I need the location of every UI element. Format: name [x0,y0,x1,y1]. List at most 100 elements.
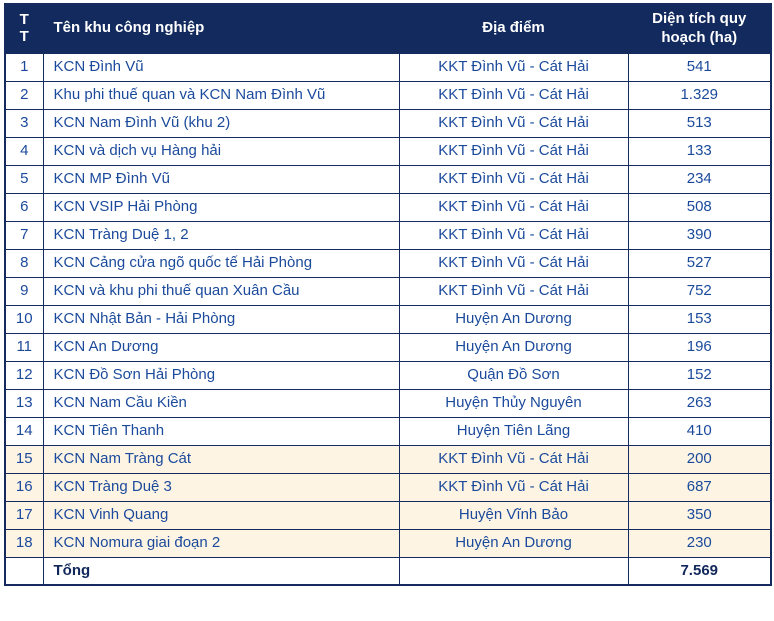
park-location: KKT Đình Vũ - Cát Hải [398,276,629,306]
table-row: 10 KCN Nhật Bản - Hải Phòng Huyện An Dương… [4,304,772,334]
park-name: KCN và dịch vụ Hàng hải [42,136,400,166]
park-name: KCN Nam Tràng Cát [42,444,400,474]
park-area: 196 [627,332,772,362]
table-row: 12 KCN Đồ Sơn Hải Phòng Quận Đồ Sơn 152 [4,360,772,390]
table-row: 18 KCN Nomura giai đoạn 2 Huyện An Dương 23… [4,528,772,558]
table-row: 14 KCN Tiên Thanh Huyện Tiên Lãng 410 [4,416,772,446]
park-name: KCN Đình Vũ [42,52,400,82]
table-row: 3 KCN Nam Đình Vũ (khu 2) KKT Đình Vũ - Cá… [4,108,772,138]
park-location: KKT Đình Vũ - Cát Hải [398,136,629,166]
park-area: 390 [627,220,772,250]
park-area: 687 [627,472,772,502]
row-index: 5 [4,164,44,194]
total-area-value: 7.569 [627,556,772,586]
park-name: KCN Nhật Bản - Hải Phòng [42,304,400,334]
park-name: KCN An Dương [42,332,400,362]
park-name: KCN MP Đình Vũ [42,164,400,194]
park-area: 200 [627,444,772,474]
header-row: T T Tên khu công nghiệp Địa điểm Diện tí… [4,3,772,54]
row-index: 2 [4,80,44,110]
park-location: Huyện Vĩnh Bảo [398,500,629,530]
table-row: 6 KCN VSIP Hải Phòng KKT Đình Vũ - Cát Hải… [4,192,772,222]
park-location: Quận Đồ Sơn [398,360,629,390]
park-location: Huyện Tiên Lãng [398,416,629,446]
row-index: 1 [4,52,44,82]
park-name: KCN Tiên Thanh [42,416,400,446]
row-index: 10 [4,304,44,334]
table-row: 9 KCN và khu phi thuế quan Xuân Cầu KKT Đì… [4,276,772,306]
park-location: KKT Đình Vũ - Cát Hải [398,192,629,222]
table-row: 13 KCN Nam Cầu Kiền Huyện Thủy Nguyên 263 [4,388,772,418]
park-name: KCN VSIP Hải Phòng [42,192,400,222]
park-area: 527 [627,248,772,278]
total-tt-cell [4,556,44,586]
col-header-location: Địa điểm [398,3,629,54]
park-area: 133 [627,136,772,166]
col-header-tt: T T [4,3,44,54]
park-location: Huyện Thủy Nguyên [398,388,629,418]
park-name: KCN Nam Cầu Kiền [42,388,400,418]
row-index: 18 [4,528,44,558]
park-area: 350 [627,500,772,530]
table-row: 11 KCN An Dương Huyện An Dương 196 [4,332,772,362]
total-label: Tổng [42,556,400,586]
col-header-name: Tên khu công nghiệp [42,3,400,54]
total-row: Tổng 7.569 [4,556,772,586]
park-name: KCN Nomura giai đoạn 2 [42,528,400,558]
row-index: 12 [4,360,44,390]
park-area: 508 [627,192,772,222]
table-row: 7 KCN Tràng Duệ 1, 2 KKT Đình Vũ - Cát Hải… [4,220,772,250]
park-name: KCN Cảng cửa ngõ quốc tế Hải Phòng [42,248,400,278]
park-name: KCN Nam Đình Vũ (khu 2) [42,108,400,138]
table-body: 1 KCN Đình Vũ KKT Đình Vũ - Cát Hải 541 2 Khu… [4,52,772,558]
row-index: 16 [4,472,44,502]
park-area: 152 [627,360,772,390]
total-location-cell [398,556,629,586]
park-location: KKT Đình Vũ - Cát Hải [398,444,629,474]
park-location: KKT Đình Vũ - Cát Hải [398,52,629,82]
park-area: 513 [627,108,772,138]
table-row: 1 KCN Đình Vũ KKT Đình Vũ - Cát Hải 541 [4,52,772,82]
park-area: 263 [627,388,772,418]
park-location: Huyện An Dương [398,528,629,558]
col-header-area: Diện tích quy hoạch (ha) [627,3,772,54]
park-name: KCN Tràng Duệ 1, 2 [42,220,400,250]
row-index: 13 [4,388,44,418]
table-row: 8 KCN Cảng cửa ngõ quốc tế Hải Phòng KKT Đ… [4,248,772,278]
park-area: 230 [627,528,772,558]
table-row: 15 KCN Nam Tràng Cát KKT Đình Vũ - Cát Hải… [4,444,772,474]
row-index: 7 [4,220,44,250]
park-name: KCN Vinh Quang [42,500,400,530]
row-index: 11 [4,332,44,362]
industrial-parks-table: T T Tên khu công nghiệp Địa điểm Diện tí… [4,3,772,586]
park-location: KKT Đình Vũ - Cát Hải [398,248,629,278]
park-area: 153 [627,304,772,334]
park-name: KCN và khu phi thuế quan Xuân Cầu [42,276,400,306]
park-area: 752 [627,276,772,306]
table-row: 16 KCN Tràng Duệ 3 KKT Đình Vũ - Cát Hải 68… [4,472,772,502]
table-row: 5 KCN MP Đình Vũ KKT Đình Vũ - Cát Hải 234 [4,164,772,194]
park-name: KCN Tràng Duệ 3 [42,472,400,502]
park-location: Huyện An Dương [398,304,629,334]
row-index: 14 [4,416,44,446]
park-location: Huyện An Dương [398,332,629,362]
table-row: 4 KCN và dịch vụ Hàng hải KKT Đình Vũ - Cá… [4,136,772,166]
row-index: 4 [4,136,44,166]
row-index: 17 [4,500,44,530]
park-location: KKT Đình Vũ - Cát Hải [398,472,629,502]
row-index: 15 [4,444,44,474]
row-index: 3 [4,108,44,138]
park-name: Khu phi thuế quan và KCN Nam Đình Vũ [42,80,400,110]
park-location: KKT Đình Vũ - Cát Hải [398,164,629,194]
row-index: 9 [4,276,44,306]
park-location: KKT Đình Vũ - Cát Hải [398,220,629,250]
park-area: 541 [627,52,772,82]
table-row: 2 Khu phi thuế quan và KCN Nam Đình Vũ KKT… [4,80,772,110]
row-index: 6 [4,192,44,222]
park-area: 1.329 [627,80,772,110]
park-location: KKT Đình Vũ - Cát Hải [398,80,629,110]
park-area: 234 [627,164,772,194]
park-area: 410 [627,416,772,446]
park-name: KCN Đồ Sơn Hải Phòng [42,360,400,390]
park-location: KKT Đình Vũ - Cát Hải [398,108,629,138]
